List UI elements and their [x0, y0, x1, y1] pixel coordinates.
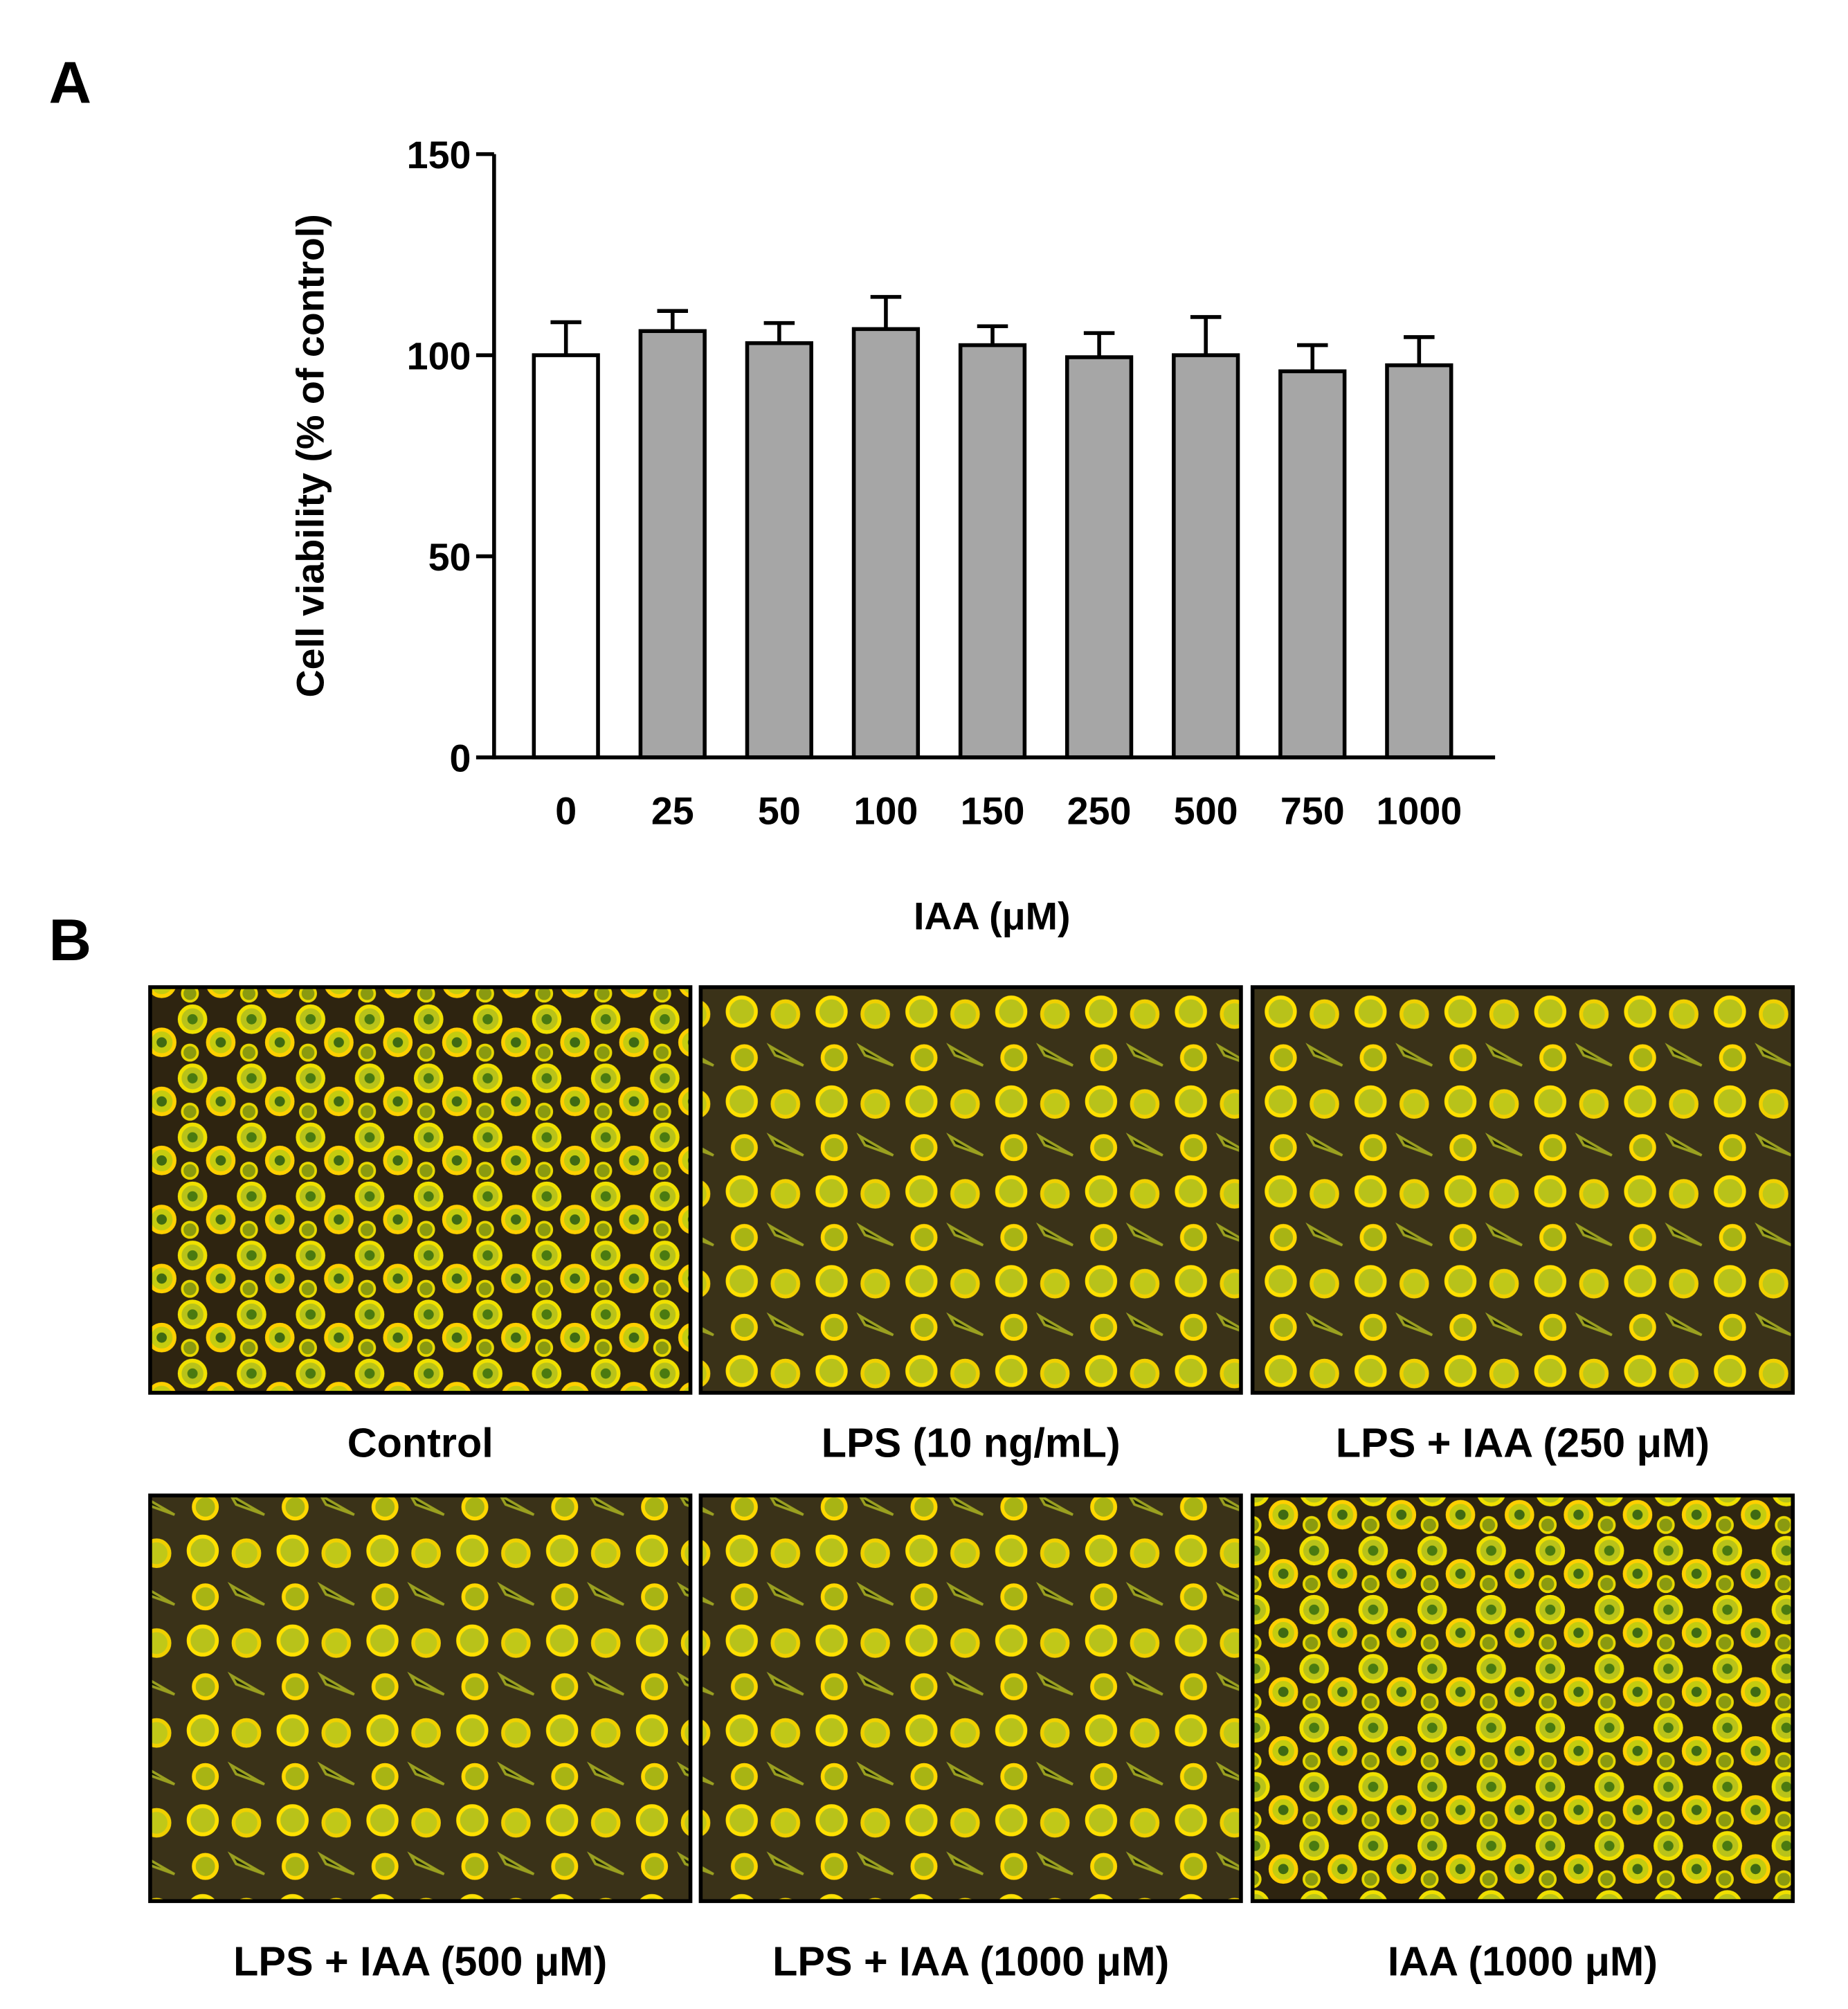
x-tick-label: 50	[758, 789, 801, 832]
x-tick-label: 150	[961, 789, 1025, 832]
y-tick-label: 0	[450, 737, 471, 780]
caption: IAA (1000 μM)	[1388, 1938, 1658, 1985]
caption: LPS (10 ng/mL)	[822, 1420, 1121, 1466]
caption: LPS + IAA (250 μM)	[1336, 1420, 1710, 1466]
caption: LPS + IAA (1000 μM)	[772, 1938, 1169, 1985]
x-tick-label: 250	[1067, 789, 1132, 832]
caption: Control	[347, 1420, 493, 1466]
bar	[745, 341, 813, 759]
x-tick-label: 100	[854, 789, 918, 832]
panel-label: B	[48, 908, 91, 973]
y-axis-label: Cell viability (% of control)	[289, 214, 332, 697]
bar	[1065, 355, 1134, 759]
micrograph	[698, 985, 1243, 1395]
caption: LPS + IAA (500 μM)	[233, 1938, 607, 1985]
bar	[532, 353, 600, 759]
y-tick-label: 50	[428, 536, 471, 579]
micrograph	[698, 1493, 1243, 1903]
y-tick-label: 150	[407, 134, 471, 177]
micrograph	[1250, 1493, 1795, 1903]
bar	[1278, 369, 1347, 759]
x-tick-label: 0	[555, 789, 577, 832]
bar	[1172, 353, 1240, 759]
x-tick-label: 25	[651, 789, 694, 832]
y-tick-label: 100	[407, 334, 471, 377]
micrograph	[1250, 985, 1795, 1395]
panel-label: A	[48, 50, 91, 116]
bar	[958, 343, 1027, 759]
x-axis-label: IAA (μM)	[914, 895, 1071, 938]
bar	[1385, 363, 1453, 759]
bar	[638, 329, 707, 759]
micrograph	[148, 1493, 693, 1903]
x-tick-label: 750	[1280, 789, 1345, 832]
micrograph	[148, 985, 693, 1395]
micrographs: Control LPS (10 ng/mL) LPS + IAA (250 μM) L…	[148, 985, 1795, 1985]
x-tick-label: 1000	[1376, 789, 1462, 832]
x-tick-label: 500	[1174, 789, 1238, 832]
bar	[851, 327, 921, 759]
